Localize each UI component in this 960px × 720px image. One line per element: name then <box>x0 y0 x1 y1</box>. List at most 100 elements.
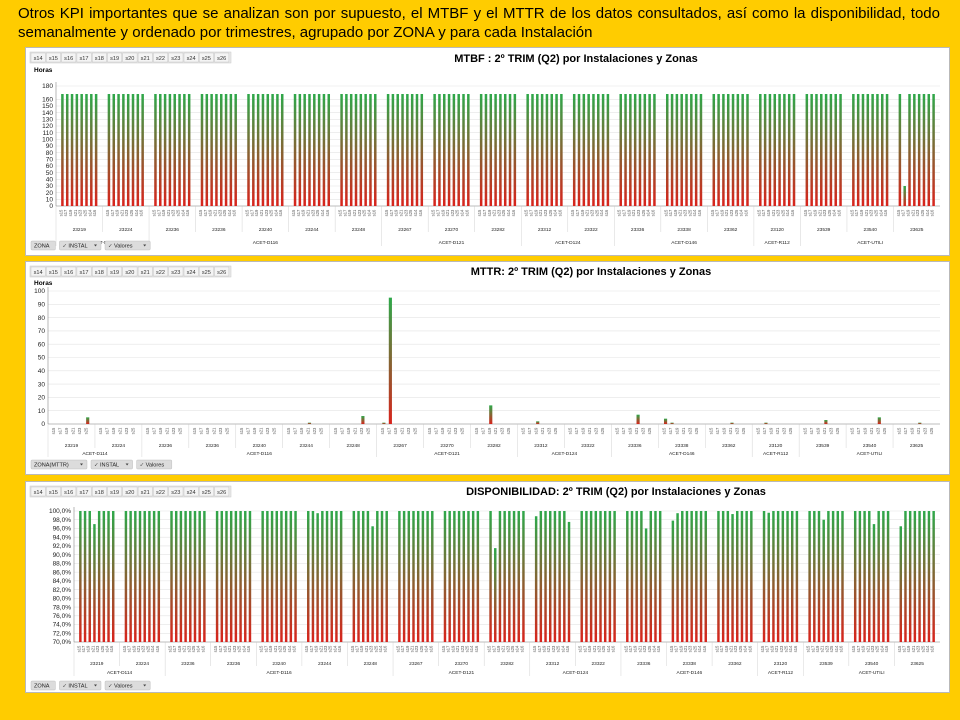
week-button-label[interactable]: s19 <box>110 270 119 276</box>
field-button-zonamttr[interactable]: ZONA(MTTR) <box>30 459 88 470</box>
week-button-s19[interactable]: s19 <box>107 266 123 277</box>
week-button-s25[interactable]: s25 <box>199 52 214 63</box>
week-button-label[interactable]: s20 <box>125 56 134 62</box>
week-button-face[interactable] <box>137 486 153 497</box>
field-button-face[interactable] <box>30 459 88 470</box>
week-button-label[interactable]: s18 <box>95 490 104 496</box>
week-button-face[interactable] <box>91 266 107 277</box>
week-button-label[interactable]: s14 <box>34 490 43 496</box>
chevron-down-icon[interactable] <box>94 244 97 247</box>
week-button-label[interactable]: s26 <box>217 490 226 496</box>
week-button-label[interactable]: s18 <box>95 56 104 62</box>
chevron-down-icon[interactable] <box>80 463 83 466</box>
week-button-s16[interactable]: s16 <box>61 266 77 277</box>
week-button-face[interactable] <box>46 52 61 63</box>
week-button-face[interactable] <box>199 486 214 497</box>
field-button-face[interactable] <box>104 240 151 251</box>
week-button-face[interactable] <box>214 52 230 63</box>
field-button-instal[interactable]: ✓ INSTAL <box>59 240 102 251</box>
week-button-s21[interactable]: s21 <box>137 266 153 277</box>
week-button-label[interactable]: s23 <box>171 490 180 496</box>
field-button-label[interactable]: ZONA <box>34 244 50 250</box>
week-button-label[interactable]: s14 <box>34 270 43 276</box>
week-button-s20[interactable]: s20 <box>122 486 138 497</box>
week-button-s16[interactable]: s16 <box>61 52 77 63</box>
chevron-down-icon[interactable] <box>94 684 97 687</box>
week-button-s20[interactable]: s20 <box>122 266 138 277</box>
week-button-s23[interactable]: s23 <box>168 486 184 497</box>
field-button-label[interactable]: INSTAL <box>68 244 87 250</box>
week-button-face[interactable] <box>76 266 92 277</box>
week-button-s26[interactable]: s26 <box>214 486 230 497</box>
week-button-s18[interactable]: s18 <box>91 52 107 63</box>
week-button-face[interactable] <box>107 52 123 63</box>
week-button-s17[interactable]: s17 <box>76 266 92 277</box>
week-button-label[interactable]: s23 <box>171 56 180 62</box>
field-button-instal[interactable]: ✓ INSTAL <box>90 459 133 470</box>
week-button-label[interactable]: s24 <box>187 270 196 276</box>
week-button-s19[interactable]: s19 <box>107 486 123 497</box>
week-button-s23[interactable]: s23 <box>168 52 184 63</box>
field-button-label[interactable]: Valores <box>114 244 133 250</box>
week-button-face[interactable] <box>199 266 214 277</box>
week-button-face[interactable] <box>122 266 138 277</box>
week-button-label[interactable]: s17 <box>79 56 88 62</box>
week-button-s14[interactable]: s14 <box>30 486 46 497</box>
week-button-face[interactable] <box>61 52 77 63</box>
week-button-s18[interactable]: s18 <box>91 266 107 277</box>
week-button-label[interactable]: s21 <box>141 270 150 276</box>
week-button-label[interactable]: s17 <box>79 490 88 496</box>
week-button-face[interactable] <box>91 486 107 497</box>
week-button-s22[interactable]: s22 <box>153 52 168 63</box>
week-button-face[interactable] <box>168 486 184 497</box>
week-button-face[interactable] <box>30 266 46 277</box>
field-button-face[interactable] <box>90 459 133 470</box>
field-button-label[interactable]: ZONA <box>34 684 50 690</box>
week-button-label[interactable]: s15 <box>49 490 58 496</box>
field-button-valores[interactable]: ✓ Valores <box>136 459 172 470</box>
week-button-label[interactable]: s20 <box>125 270 134 276</box>
week-button-face[interactable] <box>153 52 168 63</box>
week-button-face[interactable] <box>214 486 230 497</box>
week-button-label[interactable]: s16 <box>64 490 73 496</box>
week-button-label[interactable]: s21 <box>141 490 150 496</box>
week-button-face[interactable] <box>214 266 230 277</box>
week-button-face[interactable] <box>183 52 199 63</box>
week-button-face[interactable] <box>91 52 107 63</box>
week-button-label[interactable]: s24 <box>187 490 196 496</box>
week-button-s25[interactable]: s25 <box>199 486 214 497</box>
week-button-s15[interactable]: s15 <box>46 52 61 63</box>
field-button-face[interactable] <box>30 680 56 691</box>
week-button-label[interactable]: s22 <box>156 270 165 276</box>
field-button-face[interactable] <box>59 240 102 251</box>
week-button-label[interactable]: s26 <box>217 56 226 62</box>
week-button-face[interactable] <box>137 266 153 277</box>
week-button-s15[interactable]: s15 <box>46 486 61 497</box>
week-button-face[interactable] <box>183 266 199 277</box>
week-button-face[interactable] <box>30 486 46 497</box>
week-button-label[interactable]: s25 <box>202 270 211 276</box>
week-button-s15[interactable]: s15 <box>46 266 61 277</box>
week-button-face[interactable] <box>76 52 92 63</box>
week-button-label[interactable]: s19 <box>110 490 119 496</box>
week-button-face[interactable] <box>61 486 77 497</box>
field-button-valores[interactable]: ✓ Valores <box>104 680 151 691</box>
field-button-zona[interactable]: ZONA <box>30 240 56 251</box>
week-button-s19[interactable]: s19 <box>107 52 123 63</box>
field-button-face[interactable] <box>30 240 56 251</box>
week-button-s18[interactable]: s18 <box>91 486 107 497</box>
field-button-valores[interactable]: ✓ Valores <box>104 240 151 251</box>
week-button-s22[interactable]: s22 <box>153 266 168 277</box>
week-button-face[interactable] <box>122 52 138 63</box>
chevron-down-icon[interactable] <box>143 684 147 687</box>
chevron-down-icon[interactable] <box>143 244 147 247</box>
week-button-face[interactable] <box>153 486 168 497</box>
week-button-label[interactable]: s25 <box>202 56 211 62</box>
week-button-s21[interactable]: s21 <box>137 52 153 63</box>
week-button-label[interactable]: s23 <box>171 270 180 276</box>
week-button-s16[interactable]: s16 <box>61 486 77 497</box>
week-button-s24[interactable]: s24 <box>183 486 199 497</box>
week-button-label[interactable]: s26 <box>217 270 226 276</box>
week-button-s26[interactable]: s26 <box>214 52 230 63</box>
field-button-face[interactable] <box>59 680 102 691</box>
